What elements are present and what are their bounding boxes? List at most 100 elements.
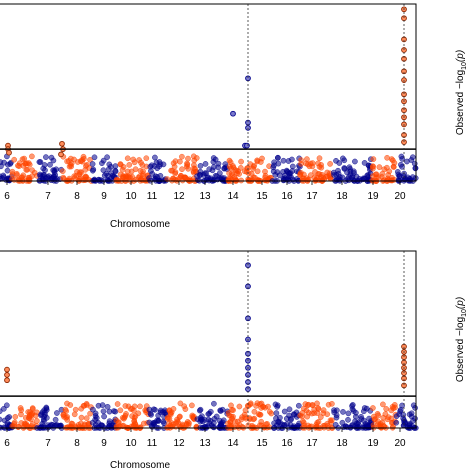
background-point (238, 158, 244, 165)
background-point (289, 156, 295, 163)
x-tick-label: 17 (306, 191, 318, 202)
background-point (176, 414, 183, 420)
x-tick-label: 15 (256, 191, 268, 202)
background-point (104, 403, 111, 410)
background-point (191, 157, 198, 164)
x-ticks-top: 6 7 8 9 10 11 12 13 14 15 16 17 18 19 20 (4, 181, 406, 202)
background-point (21, 155, 28, 162)
background-point (125, 403, 132, 410)
background-point (24, 423, 31, 430)
background-point (306, 163, 313, 170)
background-point (254, 400, 261, 407)
background-point (393, 419, 400, 426)
background-point (177, 158, 183, 165)
panel-top: 6 7 8 9 10 11 12 13 14 15 16 17 18 19 20 Chromosome Ob… (0, 3, 468, 230)
background-point (18, 411, 24, 418)
hit-point-chr7 (59, 140, 65, 147)
background-point (185, 165, 191, 172)
background-point (209, 167, 216, 174)
background-point (61, 411, 67, 418)
background-point (90, 166, 97, 173)
x-tick-label: 6 (4, 438, 10, 449)
background-point (137, 403, 143, 410)
x-tick-label: 10 (125, 438, 137, 449)
background-point (399, 163, 405, 170)
background-point (25, 174, 32, 181)
background-point (399, 402, 405, 409)
background-point (374, 418, 381, 425)
background-point (136, 157, 142, 163)
background-point (341, 166, 348, 172)
background-point (273, 410, 280, 416)
hit-point-chr6 (6, 149, 12, 156)
background-point (288, 416, 294, 423)
background-point (104, 154, 110, 160)
background-point (50, 422, 56, 428)
background-point (320, 410, 327, 417)
background-point (64, 400, 70, 407)
background-point (92, 413, 99, 419)
background-point (380, 414, 387, 421)
x-tick-label: 7 (45, 438, 51, 449)
background-point (65, 424, 71, 430)
x-tick-label: 20 (394, 191, 406, 202)
x-tick-label: 9 (101, 191, 107, 202)
background-point (143, 155, 150, 161)
background-point (37, 172, 44, 179)
background-point (4, 167, 11, 174)
x-tick-label: 8 (74, 438, 80, 449)
background-point (211, 400, 217, 407)
background-point (251, 162, 257, 169)
x-tick-label: 13 (199, 191, 211, 202)
background-point (52, 416, 59, 423)
background-point (146, 419, 153, 426)
background-point (266, 408, 273, 415)
background-point (331, 409, 338, 416)
background-point (314, 400, 320, 407)
background-point (171, 163, 178, 170)
background-point (82, 174, 89, 181)
background-point (132, 413, 139, 419)
background-point (100, 157, 107, 164)
background-point (394, 169, 401, 175)
background-point (375, 412, 382, 419)
background-point (206, 410, 212, 417)
background-point (258, 418, 265, 425)
background-point (34, 418, 40, 424)
background-point (103, 170, 109, 177)
background-point (370, 156, 377, 162)
x-tick-label: 7 (45, 191, 51, 202)
background-point (288, 174, 294, 180)
background-point (412, 405, 418, 411)
background-point (300, 419, 307, 426)
background-point (358, 416, 365, 422)
background-point (66, 177, 72, 184)
background-point (277, 414, 283, 421)
background-point (137, 167, 144, 174)
background-point (230, 164, 237, 171)
background-point (179, 153, 185, 160)
background-point (83, 415, 90, 422)
x-tick-label: 6 (4, 191, 10, 202)
background-point (12, 413, 19, 420)
background-point (160, 409, 166, 415)
background-point (83, 163, 89, 169)
plot-frame-bottom (0, 250, 417, 429)
background-point (152, 154, 158, 161)
background-point (23, 167, 30, 173)
background-point (132, 176, 139, 183)
background-point (350, 177, 356, 183)
x-tick-label: 15 (256, 438, 268, 449)
background-point (152, 406, 158, 413)
background-point (316, 155, 323, 161)
background-point (170, 175, 176, 182)
background-point (126, 162, 133, 168)
background-point (101, 413, 107, 420)
background-point (189, 402, 195, 409)
background-point (392, 404, 398, 411)
background-point (280, 177, 287, 184)
background-point (384, 154, 390, 161)
background-point (182, 406, 189, 412)
background-point (19, 174, 26, 180)
background-point (327, 161, 333, 167)
